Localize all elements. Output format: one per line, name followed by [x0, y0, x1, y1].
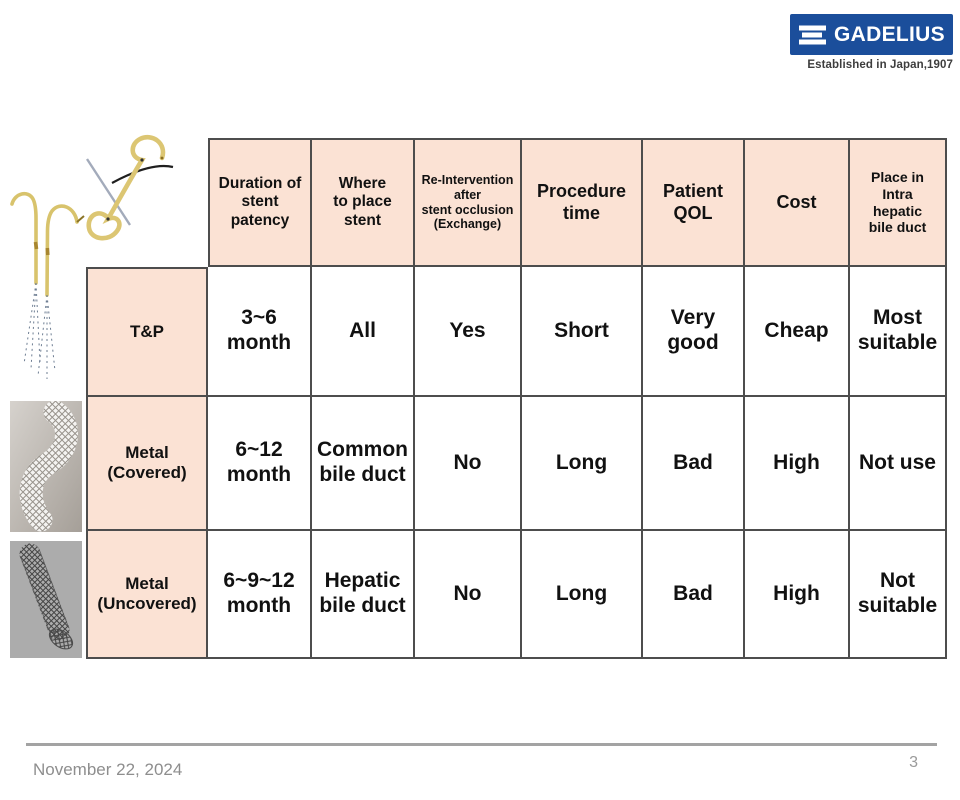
- table-cell: Bad: [643, 397, 745, 531]
- table-cell: Yes: [415, 267, 522, 397]
- table-cell: Long: [522, 531, 643, 659]
- table-cell: Short: [522, 267, 643, 397]
- logo-box: GADELIUS: [790, 14, 953, 55]
- table-cell: Common bile duct: [312, 397, 415, 531]
- col-header-place-intrahepatic: Place in Intra hepatic bile duct: [850, 138, 947, 267]
- table-cell: Not use: [850, 397, 947, 531]
- uncovered-metal-stent-photo: [10, 541, 82, 658]
- page-number: 3: [909, 754, 918, 771]
- double-pigtail-stent-illustration: [85, 135, 174, 241]
- table-cell: Most suitable: [850, 267, 947, 397]
- table-cell: No: [415, 531, 522, 659]
- row-header-metal-covered: Metal (Covered): [86, 397, 208, 531]
- plastic-biliary-stents-illustration: [10, 191, 85, 379]
- row-header-metal-uncovered: Metal (Uncovered): [86, 531, 208, 659]
- table-cell: Bad: [643, 531, 745, 659]
- logo-tagline: Established in Japan,1907: [807, 59, 953, 71]
- footer-divider: [26, 743, 937, 746]
- table-cell: 3~6 month: [208, 267, 312, 397]
- table-cell: Hepatic bile duct: [312, 531, 415, 659]
- table-cell: 6~12 month: [208, 397, 312, 531]
- table-cell: Not suitable: [850, 531, 947, 659]
- table-cell: Very good: [643, 267, 745, 397]
- table-cell: Long: [522, 397, 643, 531]
- table-cell: All: [312, 267, 415, 397]
- col-header-reintervention: Re-Intervention after stent occlusion (E…: [415, 138, 522, 267]
- table-cell: No: [415, 397, 522, 531]
- col-header-patient-qol: Patient QOL: [643, 138, 745, 267]
- covered-metal-stent-photo: [10, 401, 82, 532]
- comparison-table: Duration of stent patency Where to place…: [86, 138, 947, 659]
- col-header-duration: Duration of stent patency: [208, 138, 312, 267]
- col-header-where: Where to place stent: [312, 138, 415, 267]
- gadelius-logo: GADELIUS Established in Japan,1907: [790, 14, 953, 71]
- table-cell: High: [745, 397, 850, 531]
- slide-date: November 22, 2024: [33, 760, 183, 779]
- logo-brand-text: GADELIUS: [834, 23, 945, 46]
- row-header-tp: T&P: [86, 267, 208, 397]
- table-cell: 6~9~12 month: [208, 531, 312, 659]
- gadelius-g-bars-icon: [799, 25, 826, 44]
- table-empty-corner: [86, 138, 208, 267]
- table-cell: High: [745, 531, 850, 659]
- col-header-cost: Cost: [745, 138, 850, 267]
- table-cell: Cheap: [745, 267, 850, 397]
- col-header-procedure-time: Procedure time: [522, 138, 643, 267]
